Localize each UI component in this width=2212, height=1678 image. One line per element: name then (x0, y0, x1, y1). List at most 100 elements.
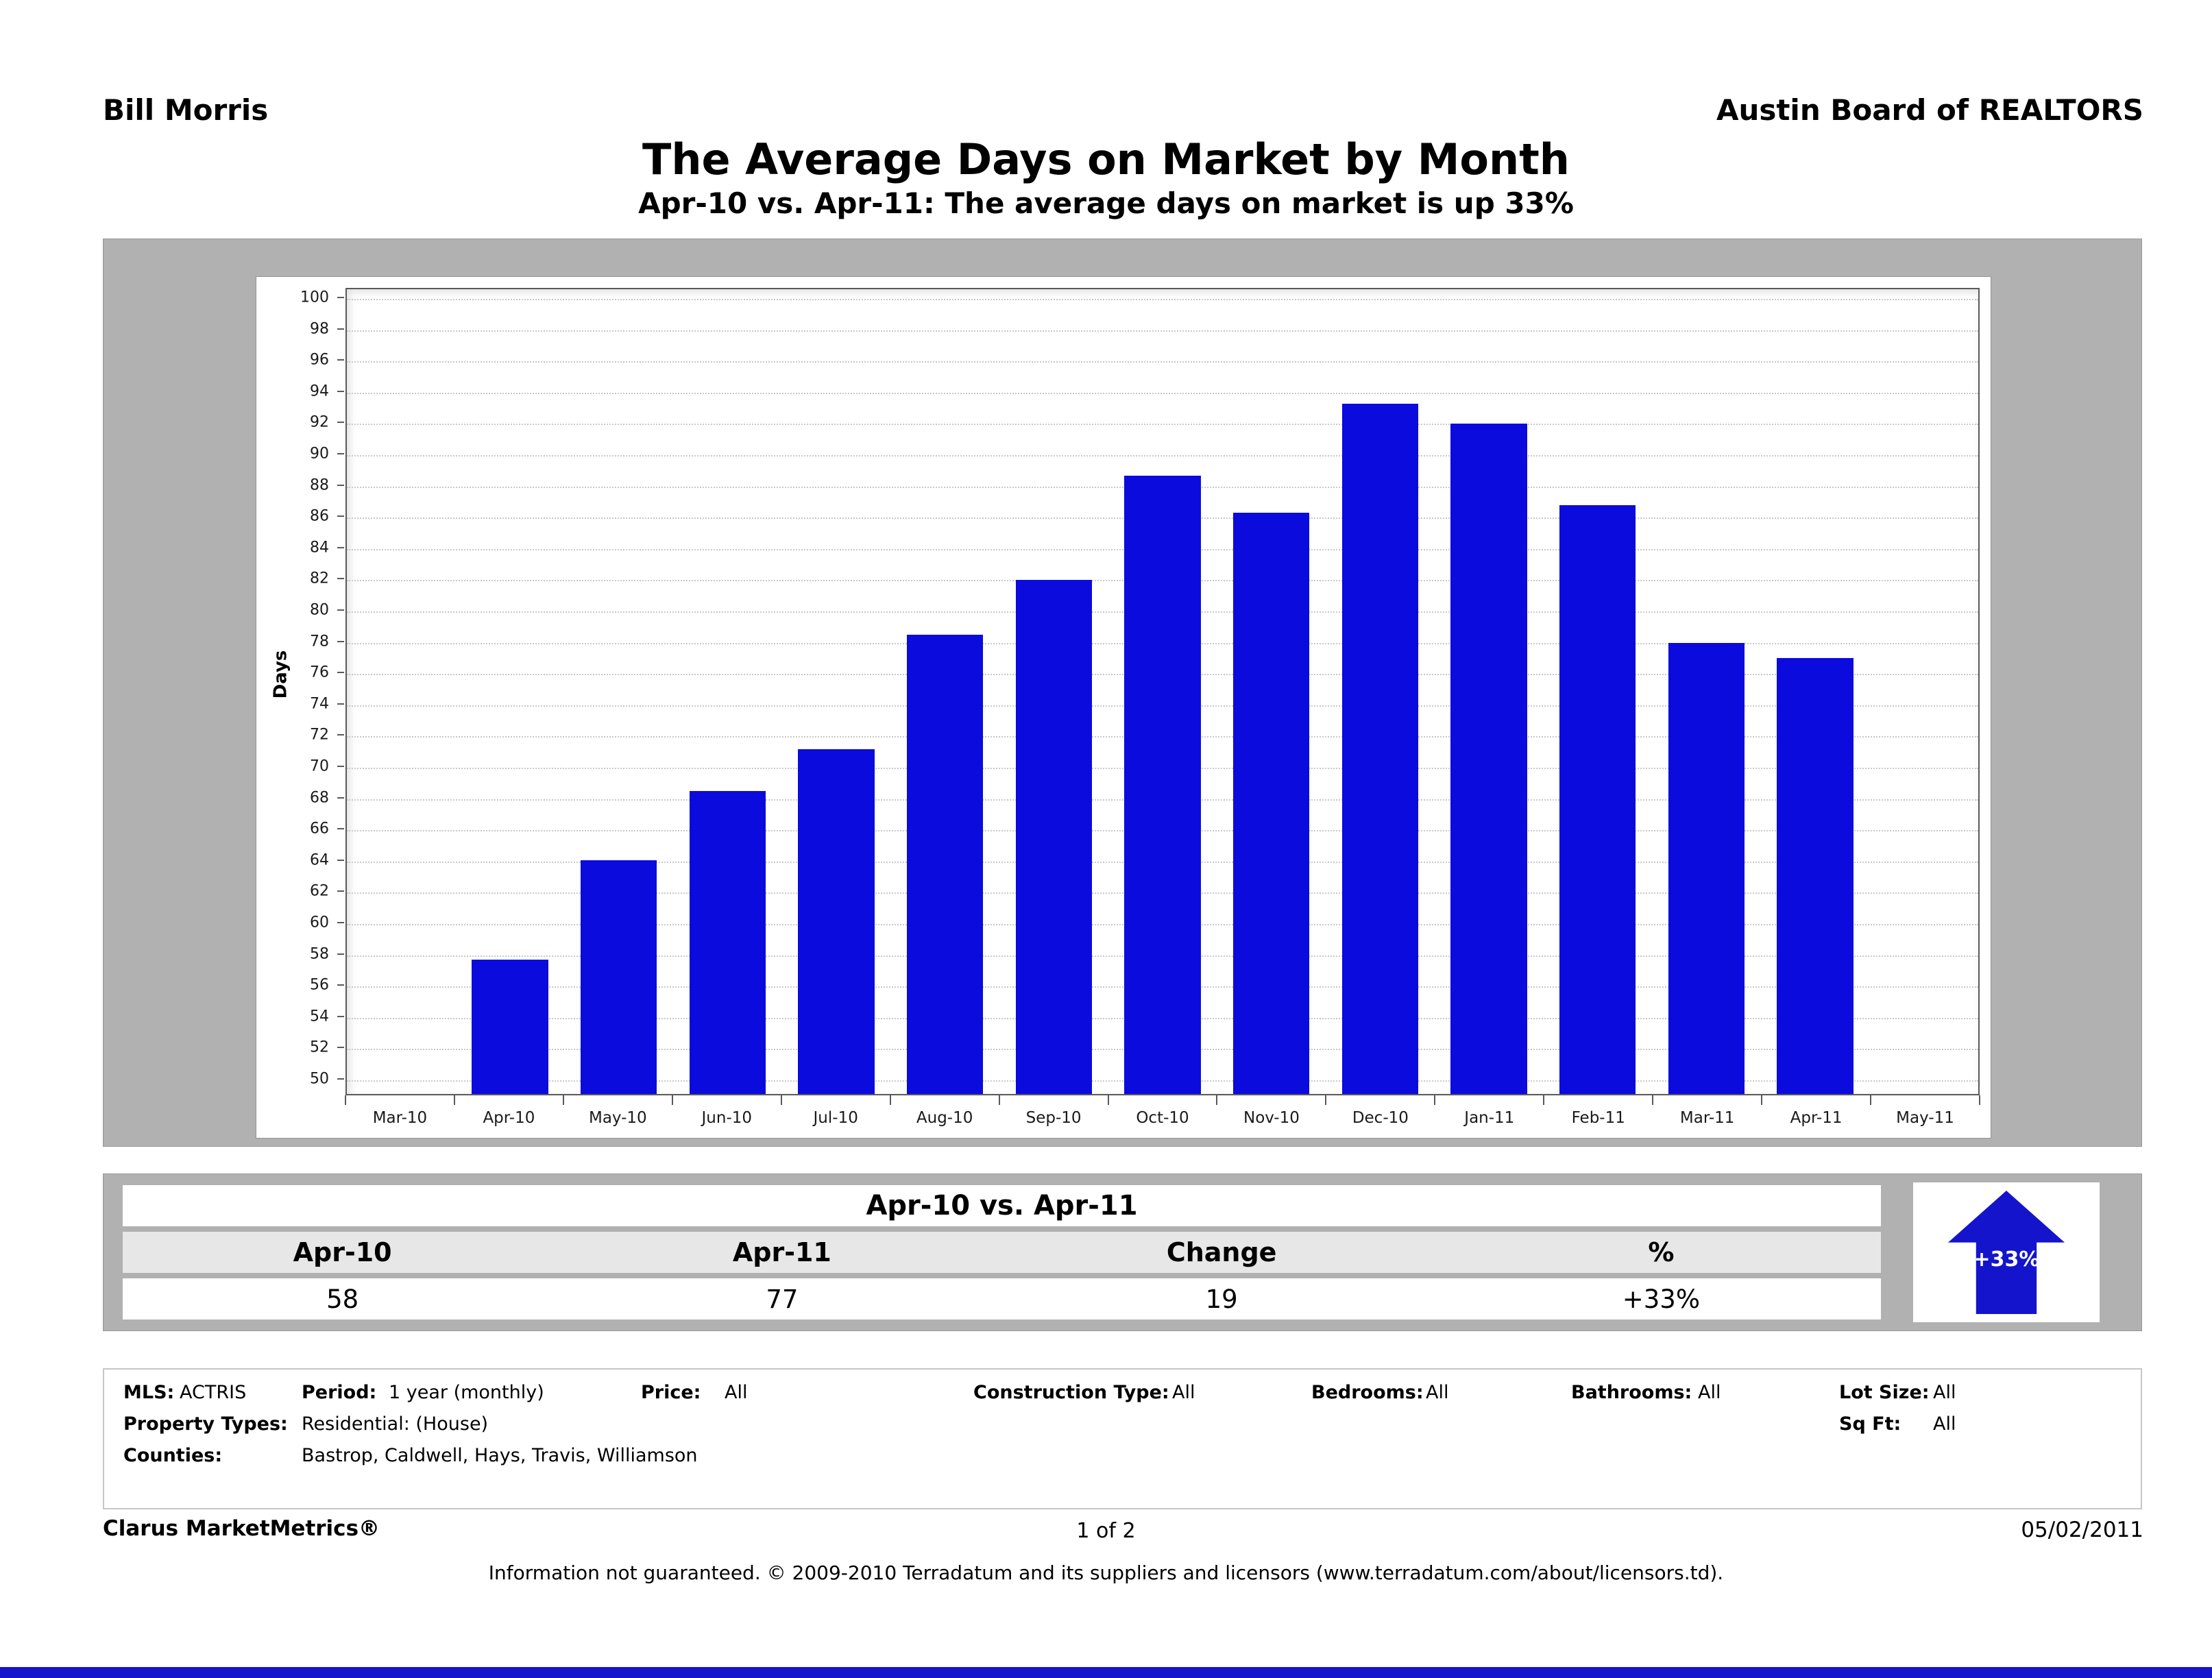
x-tick-label: Dec-10 (1352, 1109, 1409, 1127)
bar-Oct-10 (1124, 475, 1201, 1094)
bar-Aug-10 (907, 635, 984, 1094)
bottom-accent-bar (0, 1667, 2212, 1678)
x-tick-mark (1761, 1095, 1763, 1105)
change-badge-label: +33% (1973, 1247, 2040, 1272)
y-tick-mark (337, 828, 344, 830)
footer-disclaimer: Information not guaranteed. © 2009-2010 … (488, 1561, 1724, 1584)
summary-val-change: 19 (1205, 1284, 1238, 1314)
x-tick-mark (889, 1095, 891, 1105)
sqft-value: All (1933, 1413, 1956, 1435)
bar-Jul-10 (798, 749, 875, 1094)
summary-table-title: Apr-10 vs. Apr-11 (866, 1190, 1138, 1221)
bar-Feb-11 (1559, 504, 1636, 1094)
y-tick-label: 86 (310, 507, 329, 525)
y-tick-label: 88 (310, 476, 329, 494)
y-tick-label: 52 (310, 1038, 329, 1056)
x-tick-label: Aug-10 (916, 1109, 973, 1127)
x-tick-mark (1979, 1095, 1980, 1105)
y-tick-mark (337, 734, 344, 736)
y-tick-mark (337, 672, 344, 674)
mls-value: ACTRIS (180, 1382, 247, 1403)
x-axis-band: Mar-10 Apr-10 May-10 Jun-10 Jul-10 Aug-10 Sep-… (345, 1095, 1980, 1138)
y-tick-mark (337, 797, 344, 799)
y-tick-label: 54 (310, 1008, 329, 1025)
bathrooms-value: All (1698, 1382, 1721, 1403)
plot-area (345, 288, 1980, 1095)
chart-box: Days 50 52 54 56 58 60 62 64 66 68 70 72 74 76 78 80 82 8… (256, 276, 1991, 1139)
x-tick-label: Nov-10 (1243, 1109, 1300, 1127)
y-tick-label: 80 (310, 601, 329, 619)
x-tick-label: May-11 (1896, 1109, 1954, 1127)
gridline (347, 299, 1978, 300)
x-tick-mark (1107, 1095, 1109, 1105)
page-title: The Average Days on Market by Month (642, 134, 1570, 184)
y-tick-mark (337, 703, 344, 705)
y-tick-mark (337, 390, 344, 392)
property-types-label: Property Types: (123, 1413, 288, 1435)
y-tick-label: 90 (310, 445, 329, 463)
y-tick-mark (337, 766, 344, 767)
x-tick-mark (562, 1095, 564, 1105)
y-tick-mark (337, 859, 344, 861)
x-tick-mark (1216, 1095, 1218, 1105)
y-tick-mark (337, 1047, 344, 1049)
y-tick-mark (337, 1015, 344, 1017)
price-label: Price: (641, 1382, 701, 1403)
x-tick-label: Jan-11 (1464, 1109, 1515, 1127)
summary-col-apr10: Apr-10 (293, 1237, 392, 1267)
y-tick-label: 100 (300, 289, 329, 306)
y-tick-label: 82 (310, 570, 329, 587)
property-types-value: Residential: (House) (302, 1413, 489, 1435)
bar-Nov-10 (1233, 513, 1310, 1094)
gridline (347, 361, 1978, 363)
x-tick-label: Mar-10 (372, 1109, 428, 1127)
y-tick-mark (337, 953, 344, 955)
summary-table-value-row: 58 77 19 +33% (123, 1278, 1881, 1320)
x-tick-mark (780, 1095, 782, 1105)
gridline (347, 424, 1978, 426)
criteria-box: MLS: ACTRIS Period: 1 year (monthly) Pri… (103, 1368, 2142, 1509)
x-tick-mark (998, 1095, 1000, 1105)
lot-size-label: Lot Size: (1839, 1382, 1930, 1403)
y-tick-mark (337, 422, 344, 424)
counties-value: Bastrop, Caldwell, Hays, Travis, William… (302, 1445, 698, 1466)
bar-May-10 (581, 860, 657, 1094)
report-organization: Austin Board of REALTORS (1716, 93, 2143, 127)
y-tick-mark (337, 328, 344, 330)
x-tick-label: Sep-10 (1025, 1109, 1082, 1127)
y-tick-label: 94 (310, 382, 329, 400)
price-value: All (725, 1382, 748, 1403)
y-tick-mark (337, 609, 344, 611)
bar-Jan-11 (1450, 424, 1527, 1094)
y-tick-label: 70 (310, 757, 329, 775)
construction-type-value: All (1172, 1382, 1195, 1403)
y-tick-mark (337, 484, 344, 486)
bedrooms-value: All (1426, 1382, 1449, 1403)
footer-brand: Clarus MarketMetrics® (103, 1516, 380, 1541)
x-tick-label: Jul-10 (813, 1109, 858, 1127)
sqft-label: Sq Ft: (1839, 1413, 1901, 1435)
construction-type-label: Construction Type: (973, 1382, 1169, 1403)
chart-panel: Days 50 52 54 56 58 60 62 64 66 68 70 72 74 76 78 80 82 8… (103, 239, 2142, 1147)
y-tick-mark (337, 578, 344, 580)
y-tick-label: 62 (310, 882, 329, 900)
x-tick-label: Jun-10 (701, 1109, 753, 1127)
x-tick-label: Apr-10 (483, 1109, 535, 1127)
x-tick-mark (671, 1095, 673, 1105)
y-tick-label: 76 (310, 664, 329, 681)
x-tick-mark (345, 1095, 346, 1105)
summary-table-panel: Apr-10 vs. Apr-11 Apr-10 Apr-11 Change %… (103, 1174, 2142, 1331)
x-tick-mark (1543, 1095, 1545, 1105)
x-tick-label: Feb-11 (1571, 1109, 1625, 1127)
x-tick-label: Oct-10 (1136, 1109, 1189, 1127)
bar-Jun-10 (689, 791, 766, 1094)
y-tick-label: 68 (310, 789, 329, 807)
lot-size-value: All (1933, 1382, 1956, 1403)
y-tick-label: 64 (310, 851, 329, 869)
y-tick-mark (337, 546, 344, 548)
y-axis-labels: 50 52 54 56 58 60 62 64 66 68 70 72 74 76 78 80 82 84 86 88… (256, 288, 345, 1095)
bar-Apr-11 (1777, 658, 1854, 1094)
gridline (347, 330, 1978, 332)
summary-col-apr11: Apr-11 (732, 1237, 831, 1267)
y-tick-mark (337, 640, 344, 642)
